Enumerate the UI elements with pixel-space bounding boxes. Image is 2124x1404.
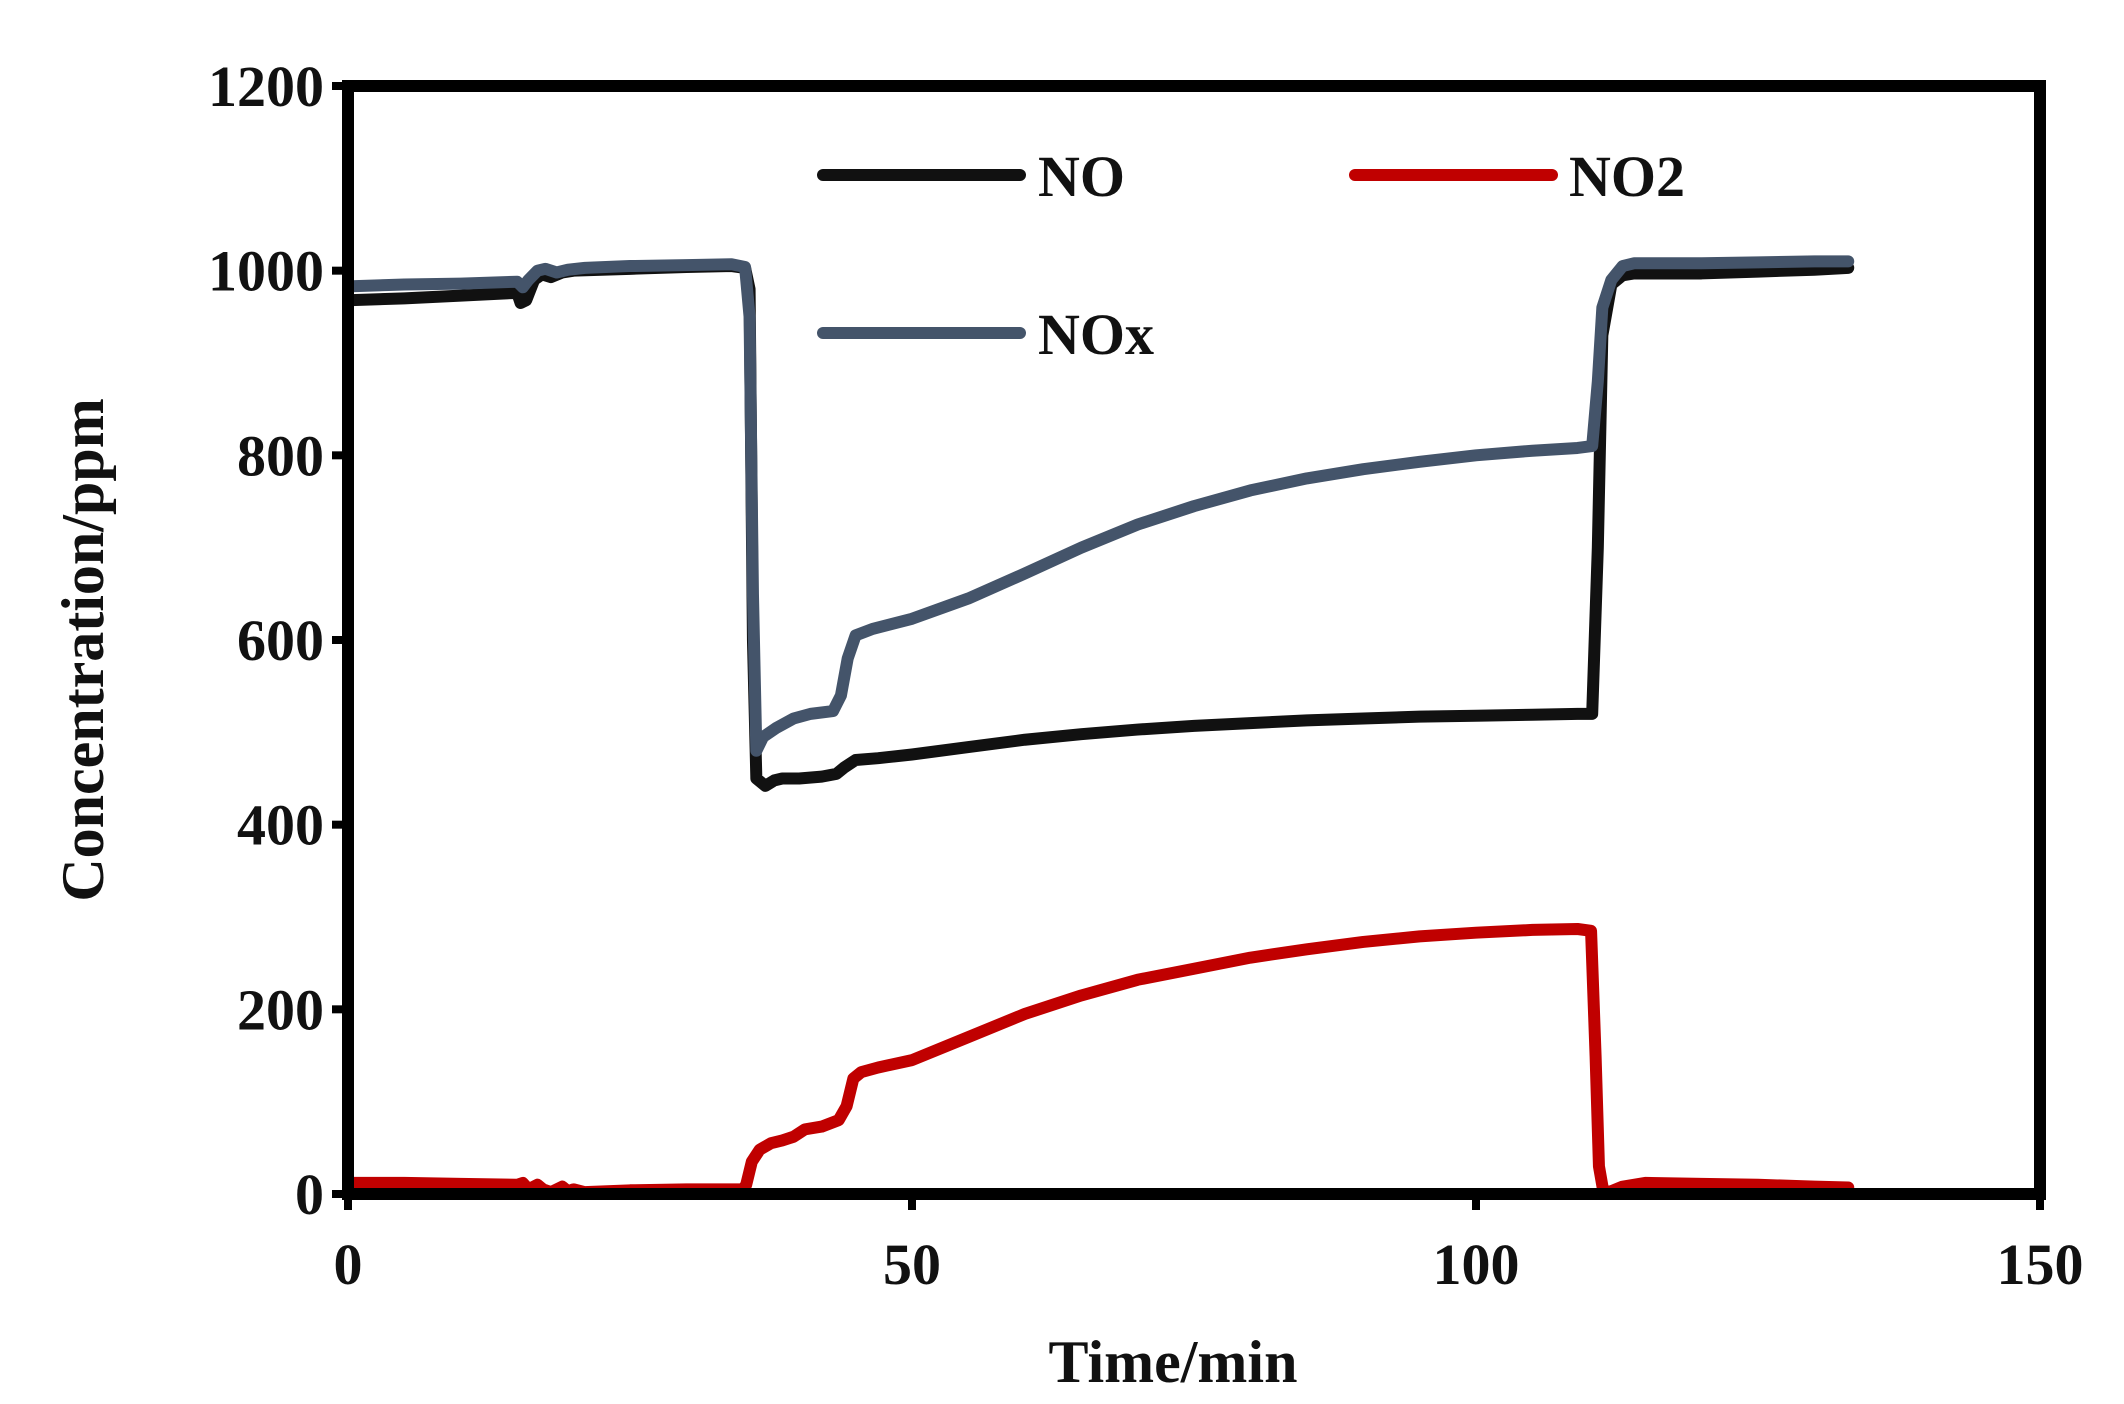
series-layer [342,255,1855,1199]
y-tick-label: 200 [237,977,324,1042]
tick-layer: 0 50 100 150 0 200 400 600 800 1000 1200 [208,54,2084,1297]
x-tick-label: 50 [883,1232,941,1297]
x-tick-label: 0 [334,1232,363,1297]
y-tick-label: 0 [295,1162,324,1227]
series-line-nox [342,255,1855,757]
y-tick-label: 600 [237,608,324,673]
x-tick-label: 150 [1997,1232,2084,1297]
y-tick-label: 1000 [208,239,324,304]
y-tick-label: 1200 [208,54,324,119]
x-tick-label: 100 [1433,1232,1520,1297]
y-tick-label: 400 [237,793,324,858]
x-axis-title: Time/min [1049,1329,1298,1395]
y-axis-title: Concentration/ppm [50,398,116,901]
legend-label-no: NO [1038,144,1125,209]
legend-label-nox: NOx [1038,302,1154,367]
series-line-no2 [342,923,1855,1199]
legend: NO NO2 NOx [817,144,1685,367]
legend-label-no2: NO2 [1569,144,1685,209]
y-tick-label: 800 [237,423,324,488]
